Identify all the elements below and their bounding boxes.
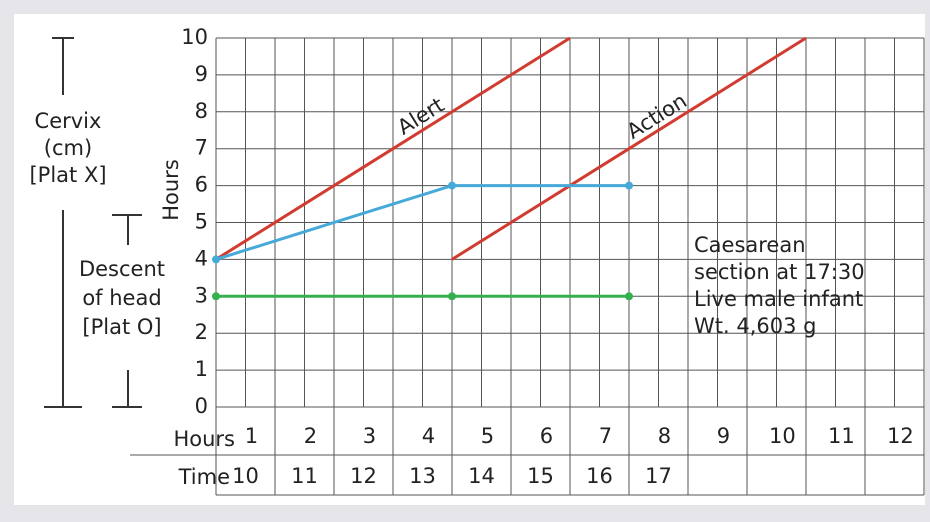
hour-label: 1 (245, 424, 258, 448)
descent-label: Descent (79, 257, 165, 281)
cervix-label: Cervix (35, 109, 102, 133)
y-tick-label: 7 (195, 136, 208, 160)
series-line (451, 36, 807, 261)
marker (448, 181, 456, 190)
y-tick-label: 9 (195, 62, 208, 86)
cervix-label: [Plat X] (29, 163, 106, 187)
time-label: 16 (586, 464, 613, 488)
time-row-label: Time (178, 465, 230, 489)
descent-label: [Plat O] (82, 315, 161, 339)
y-tick-label: 0 (195, 394, 208, 418)
brackets (44, 37, 142, 408)
marker (625, 292, 633, 301)
hour-label: 8 (658, 424, 671, 448)
hour-label: 11 (828, 424, 855, 448)
y-tick-label: 4 (195, 246, 208, 270)
time-label: 10 (232, 464, 259, 488)
hour-label: 12 (887, 424, 914, 448)
hour-label: 10 (769, 424, 796, 448)
y-tick-label: 8 (195, 99, 208, 123)
hour-label: 2 (304, 424, 317, 448)
hour-label: 6 (540, 424, 553, 448)
marker (625, 181, 633, 190)
marker (212, 292, 220, 301)
time-label: 15 (527, 464, 554, 488)
time-label: 17 (645, 464, 672, 488)
descent-label: of head (82, 286, 161, 310)
y-tick-label: 3 (195, 283, 208, 307)
y-tick-label: 2 (195, 320, 208, 344)
time-label: 12 (350, 464, 377, 488)
hour-label: 9 (717, 424, 730, 448)
hour-label: 5 (481, 424, 494, 448)
hour-label: 7 (599, 424, 612, 448)
y-tick-label: 5 (195, 210, 208, 234)
y-tick-label: 1 (195, 357, 208, 381)
hours-row-label: Hours (173, 427, 235, 451)
y-axis-label: Hours (159, 159, 183, 221)
series-line (215, 36, 571, 261)
annotation: Live male infant (694, 287, 863, 311)
marker (212, 255, 220, 264)
hour-label: 4 (422, 424, 435, 448)
annotation: Caesarean (694, 233, 806, 257)
hour-label: 3 (363, 424, 376, 448)
time-label: 11 (291, 464, 318, 488)
time-label: 14 (468, 464, 495, 488)
annotation: section at 17:30 (694, 260, 865, 284)
annotation: Wt. 4,603 g (694, 314, 816, 338)
y-tick-label: 6 (195, 173, 208, 197)
time-label: 13 (409, 464, 436, 488)
cervix-label: (cm) (44, 136, 92, 160)
y-tick-label: 10 (181, 25, 208, 49)
marker (448, 292, 456, 301)
